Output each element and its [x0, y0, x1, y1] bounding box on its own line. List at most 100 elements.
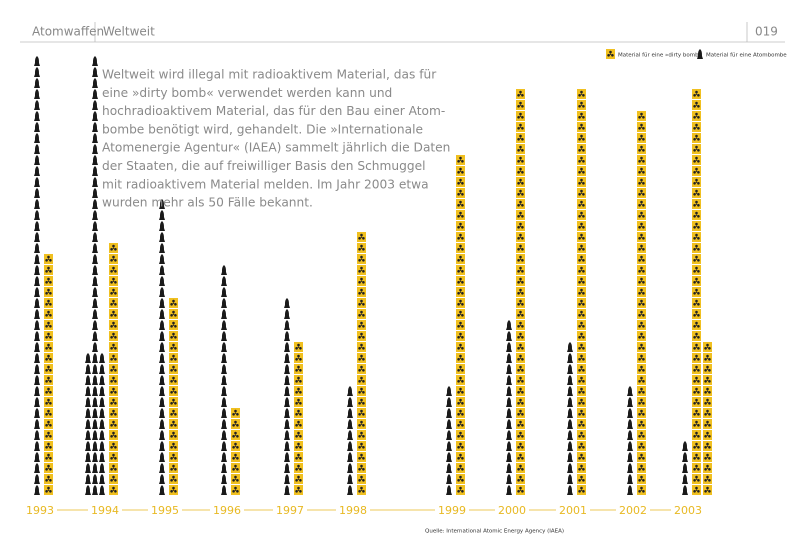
trefoil-blade	[45, 347, 48, 350]
bomb-column	[347, 386, 353, 495]
trefoil-blade	[695, 420, 698, 424]
trefoil-center	[640, 434, 643, 436]
trefoil-blade	[578, 204, 581, 207]
trefoil-blade	[582, 413, 585, 416]
bomb-icon	[446, 408, 452, 418]
trefoil-blade	[49, 292, 52, 295]
trefoil-center	[706, 379, 709, 381]
year-label: 1998	[339, 504, 367, 517]
trefoil-center	[360, 489, 363, 491]
trefoil-center	[519, 137, 522, 139]
trefoil-blade	[170, 446, 173, 449]
trefoil-blade	[695, 442, 698, 446]
bomb-icon	[85, 353, 91, 363]
trefoil-center	[695, 434, 698, 436]
trefoil-center	[47, 445, 50, 447]
trefoil-blade	[521, 138, 524, 141]
trefoil-blade	[697, 270, 700, 273]
trefoil-center	[112, 247, 115, 249]
bomb-icon	[159, 386, 165, 396]
trefoil-center	[519, 159, 522, 161]
trefoil-blade	[299, 358, 302, 361]
trefoil-center	[519, 225, 522, 227]
trefoil-blade	[582, 182, 585, 185]
trefoil-blade	[582, 435, 585, 438]
trefoil-blade	[580, 222, 583, 226]
bomb-icon	[347, 408, 353, 418]
trefoil-blade	[695, 134, 698, 138]
trefoil-blade	[110, 303, 113, 306]
trefoil-blade	[642, 149, 645, 152]
trefoil-blade	[697, 215, 700, 218]
trefoil-blade	[708, 457, 711, 460]
trefoil-blade	[232, 424, 235, 427]
trefoil-blade	[638, 446, 641, 449]
bomb-icon	[92, 243, 98, 253]
trefoil-blade	[578, 336, 581, 339]
trefoil-blade	[519, 365, 522, 369]
trefoil-blade	[708, 479, 711, 482]
trefoil-center	[297, 412, 300, 414]
trefoil-blade	[362, 402, 365, 405]
trefoil-blade	[297, 453, 300, 457]
bomb-icon	[159, 430, 165, 440]
trefoil-blade	[47, 486, 50, 490]
bomb-icon	[92, 78, 98, 88]
trefoil-blade	[112, 255, 115, 259]
trefoil-blade	[362, 237, 365, 240]
trefoil-blade	[236, 490, 239, 493]
bomb-icon	[99, 463, 105, 473]
trefoil-blade	[170, 303, 173, 306]
trefoil-blade	[642, 402, 645, 405]
bomb-icon	[221, 474, 227, 484]
trefoil-blade	[232, 435, 235, 438]
trefoil-blade	[459, 354, 462, 358]
trefoil-center	[47, 489, 50, 491]
trefoil-blade	[362, 259, 365, 262]
bomb-icon	[92, 287, 98, 297]
trefoil-blade	[232, 479, 235, 482]
trefoil-blade	[693, 204, 696, 207]
trefoil-blade	[704, 380, 707, 383]
trefoil-blade	[580, 442, 583, 446]
trefoil-blade	[695, 288, 698, 292]
trefoil-center	[519, 390, 522, 392]
trefoil-blade	[232, 413, 235, 416]
trefoil-blade	[580, 145, 583, 149]
trefoil-center	[695, 357, 698, 359]
trefoil-center	[519, 401, 522, 403]
trefoil-center	[580, 148, 583, 150]
trefoil-blade	[45, 259, 48, 262]
trefoil-blade	[519, 288, 522, 292]
trefoil-center	[459, 258, 462, 260]
trefoil-blade	[704, 424, 707, 427]
trefoil-blade	[638, 226, 641, 229]
trefoil-blade	[49, 391, 52, 394]
legend-label: Material für eine Atombombe	[706, 53, 787, 59]
trefoil-center	[112, 412, 115, 414]
trefoil-blade	[459, 189, 462, 193]
trefoil-blade	[521, 490, 524, 493]
trefoil-blade	[578, 413, 581, 416]
trefoil-center	[640, 346, 643, 348]
trefoil-blade	[358, 391, 361, 394]
trefoil-blade	[519, 343, 522, 347]
trefoil-blade	[362, 413, 365, 416]
trefoil-blade	[45, 292, 48, 295]
trefoil-blade	[697, 457, 700, 460]
trefoil-blade	[609, 50, 612, 54]
bomb-icon	[34, 276, 40, 286]
trefoil-blade	[110, 369, 113, 372]
trefoil-blade	[695, 101, 698, 105]
bomb-icon	[34, 56, 40, 66]
trefoil-center	[360, 478, 363, 480]
trefoil-blade	[114, 358, 117, 361]
trefoil-blade	[114, 413, 117, 416]
trefoil-blade	[362, 424, 365, 427]
trefoil-blade	[517, 149, 520, 152]
bomb-icon	[92, 397, 98, 407]
trefoil-blade	[45, 325, 48, 328]
trefoil-blade	[459, 211, 462, 215]
trefoil-center	[172, 467, 175, 469]
trefoil-blade	[172, 354, 175, 358]
